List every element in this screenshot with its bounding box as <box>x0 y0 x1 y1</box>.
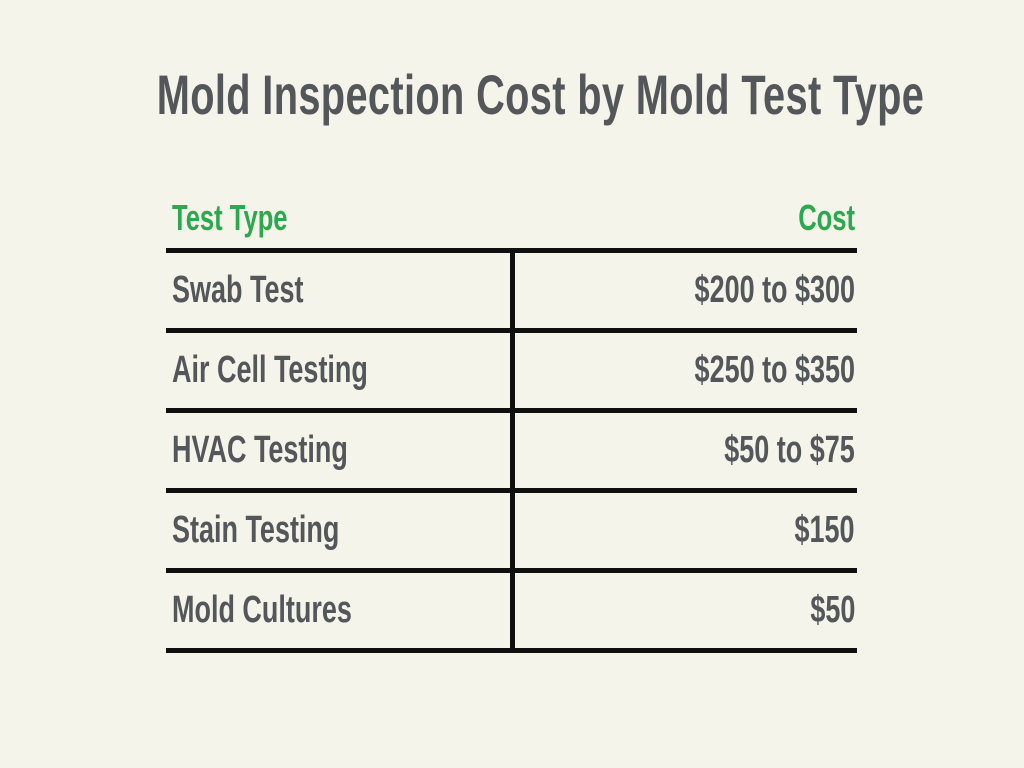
table-row: Swab Test $200 to $300 <box>166 248 857 328</box>
table-row: Stain Testing $150 <box>166 488 857 568</box>
table-row: Air Cell Testing $250 to $350 <box>166 328 857 408</box>
table-row: HVAC Testing $50 to $75 <box>166 408 857 488</box>
column-header-test-type: Test Type <box>172 197 288 238</box>
table-row: Mold Cultures $50 <box>166 568 857 648</box>
cost-cell: $250 to $350 <box>694 349 855 391</box>
table-header-row: Test Type Cost <box>166 188 857 248</box>
test-type-cell: Swab Test <box>166 253 515 328</box>
cost-cell: $150 <box>794 509 855 551</box>
test-type-cell: Air Cell Testing <box>166 333 515 408</box>
page-title-text: Mold Inspection Cost by Mold Test Type <box>156 63 925 126</box>
cost-table: Test Type Cost Swab Test $200 to $300 Ai… <box>166 188 857 653</box>
page-title: Mold Inspection Cost by Mold Test Type <box>0 62 1024 127</box>
cost-cell: $50 <box>809 589 855 631</box>
cost-cell: $50 to $75 <box>724 429 855 471</box>
column-header-cost: Cost <box>798 197 855 238</box>
cost-cell: $200 to $300 <box>694 269 855 311</box>
test-type-cell: Stain Testing <box>166 493 515 568</box>
test-type-cell: Mold Cultures <box>166 573 515 648</box>
test-type-cell: HVAC Testing <box>166 413 515 488</box>
